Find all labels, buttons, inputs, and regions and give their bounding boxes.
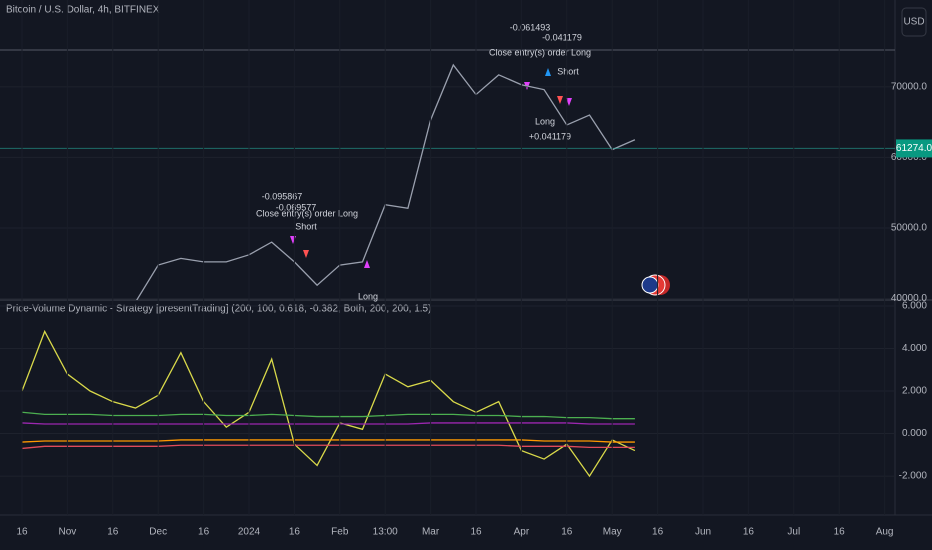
trade-annotation: Close entry(s) order Long [489,47,591,57]
series-line [21,411,635,420]
x-tick-label: Feb [331,527,349,538]
trade-annotation: +0.041179 [529,131,571,141]
series-line [136,63,636,300]
x-tick-label: Dec [149,527,167,538]
x-tick-label: Jul [787,527,800,538]
trade-annotation: -0.069577 [276,202,317,212]
x-tick-label: Mar [422,527,440,538]
currency-label[interactable]: USD [903,17,924,28]
x-tick-label: 16 [198,527,210,538]
series-line [21,422,635,425]
currency-button[interactable] [901,7,927,37]
trade-annotation: -0.061493 [510,22,551,32]
x-tick-label: Aug [876,527,894,538]
y-tick-label: 0.000 [902,428,927,439]
last-price-label: 61274.0 [896,143,932,154]
x-tick-label: 16 [561,527,573,538]
x-tick-label: Jun [695,527,711,538]
trade-annotation: Short [295,221,317,231]
x-tick-label: Nov [59,527,77,538]
y-tick-label: 60000.0 [891,152,928,163]
symbol-title: Bitcoin / U.S. Dollar, 4h, BITFINEX [6,5,160,16]
x-tick-label: 13:00 [373,527,398,538]
trade-annotation: -0.041179 [542,32,582,42]
x-tick-label: 16 [16,527,28,538]
y-tick-label: 6.000 [902,301,927,312]
x-tick-label: 16 [107,527,119,538]
series-line [21,439,635,443]
x-tick-label: Apr [514,527,530,538]
y-tick-label: 70000.0 [891,81,928,92]
x-tick-label: 16 [834,527,846,538]
trade-annotation: -0.095867 [262,191,303,201]
y-tick-label: -2.000 [899,471,928,482]
indicator-title: Price-Volume Dynamic - Strategy [present… [6,304,431,315]
series-line [21,329,636,478]
trade-annotation: Close entry(s) order Long [256,208,358,218]
x-tick-label: 16 [470,527,482,538]
trade-annotation: Long [535,116,555,126]
x-tick-label: 16 [743,527,755,538]
trade-annotation: Short [557,66,579,76]
x-tick-label: 16 [652,527,664,538]
y-tick-label: 40000.0 [891,293,928,304]
last-price-box [896,139,932,158]
y-tick-label: 50000.0 [891,223,928,234]
y-tick-label: 4.000 [902,343,927,354]
trade-annotation: Long [358,291,378,301]
x-tick-label: May [603,527,622,538]
flag-icon[interactable] [641,274,670,296]
x-tick-label: 16 [289,527,301,538]
y-tick-label: 2.000 [902,386,927,397]
series-line [21,444,635,450]
x-tick-label: 2024 [238,527,261,538]
